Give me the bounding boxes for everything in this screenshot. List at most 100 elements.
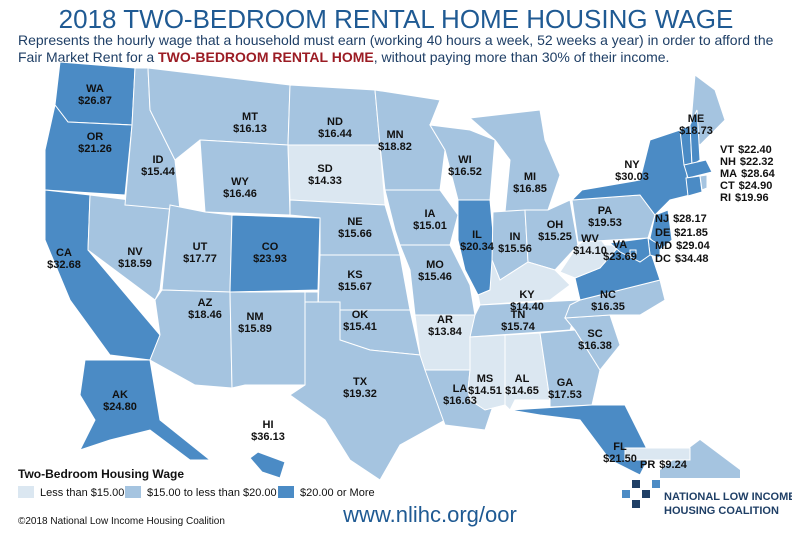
state-value: $16.85	[513, 183, 547, 195]
state-label: NH $22.32	[720, 156, 774, 168]
state-name: ID	[153, 154, 164, 166]
state-name: ME	[688, 113, 705, 125]
state-value: $21.50	[603, 453, 637, 465]
legend-swatch	[125, 486, 141, 498]
state-name: NC	[600, 289, 616, 301]
state-value: $24.90	[739, 180, 773, 192]
state	[249, 451, 286, 479]
state-name: PA	[598, 205, 613, 217]
state-value: $20.34	[460, 241, 495, 253]
state-value: $16.13	[233, 123, 267, 135]
state-name: CA	[56, 247, 72, 259]
logo-house	[660, 440, 740, 478]
state-value: $15.25	[538, 231, 572, 243]
state-name: NV	[127, 246, 143, 258]
state-value: $23.93	[253, 253, 287, 265]
title: 2018 TWO-BEDROOM RENTAL HOME HOUSING WAG…	[58, 4, 734, 34]
state	[683, 159, 713, 179]
state-value: $18.46	[188, 309, 222, 321]
state-name: MO	[426, 259, 444, 271]
state-name: DC	[655, 253, 671, 265]
state-value: $18.59	[118, 258, 152, 270]
state	[685, 175, 703, 197]
state	[509, 404, 651, 476]
state-name: WY	[231, 176, 249, 188]
state-value: $16.63	[443, 395, 477, 407]
state-value: $14.33	[308, 175, 342, 187]
state-name: PR	[640, 459, 655, 471]
state-value: $36.13	[251, 431, 285, 443]
state-name: VA	[613, 239, 628, 251]
state-value: $28.17	[673, 213, 707, 225]
state-name: TX	[353, 376, 368, 388]
state-value: $23.69	[603, 251, 637, 263]
state-value: $14.40	[510, 301, 544, 313]
state-label: RI $19.96	[720, 192, 769, 204]
subtitle-emphasis: TWO-BEDROOM RENTAL HOME	[158, 49, 374, 65]
copyright: ©2018 National Low Income Housing Coalit…	[18, 516, 225, 527]
state	[689, 109, 701, 166]
state-label: MD $29.04	[655, 240, 711, 252]
state	[469, 299, 581, 338]
state-name: IA	[425, 208, 436, 220]
state-value: $15.44	[141, 166, 176, 178]
state-value: $13.84	[428, 326, 463, 338]
state-name: VT	[720, 144, 734, 156]
state-name: NJ	[655, 213, 669, 225]
logo-square	[622, 490, 630, 498]
state-name: OH	[547, 219, 564, 231]
state	[44, 103, 133, 196]
state	[79, 359, 212, 461]
state-value: $22.32	[740, 156, 774, 168]
state	[624, 447, 691, 461]
state-name: NM	[246, 311, 263, 323]
state-name: HI	[263, 419, 274, 431]
logo-text: NATIONAL LOW INCOME	[664, 491, 792, 503]
state	[564, 279, 666, 319]
state-name: NE	[347, 216, 362, 228]
state-label: DC $34.48	[655, 253, 709, 265]
subtitle: Represents the hourly wage that a househ…	[18, 32, 778, 66]
state-label: VT $22.40	[720, 144, 772, 156]
state	[229, 214, 321, 293]
state-value: $15.74	[501, 321, 536, 333]
legend-title: Two-Bedroom Housing Wage	[18, 467, 184, 481]
state-value: $15.41	[343, 321, 377, 333]
state-name: GA	[557, 377, 574, 389]
state-name: LA	[453, 383, 468, 395]
state-name: WV	[581, 233, 599, 245]
state-value: $16.46	[223, 188, 257, 200]
logo-square	[652, 480, 660, 488]
state	[289, 301, 446, 481]
url[interactable]: www.nlihc.org/oor	[342, 502, 517, 527]
state-name: MS	[477, 373, 494, 385]
state-name: SD	[317, 163, 332, 175]
state-value: $19.96	[735, 192, 769, 204]
state-value: $15.56	[498, 243, 532, 255]
state-name: KS	[347, 269, 362, 281]
state-name: FL	[613, 441, 627, 453]
state-label: MA $28.64	[720, 168, 776, 180]
state	[229, 291, 306, 389]
state-value: $34.48	[675, 253, 709, 265]
logo-square	[632, 500, 640, 508]
logo-icon	[622, 440, 740, 508]
legend-label: Less than $15.00	[40, 487, 124, 499]
states	[44, 61, 726, 481]
state-value: $26.87	[78, 95, 112, 107]
state-value: $17.53	[548, 389, 582, 401]
state-name: AK	[112, 389, 128, 401]
legend-swatch	[278, 486, 294, 498]
state-name: NY	[624, 159, 640, 171]
state-label: PR $9.24	[640, 459, 688, 471]
state-value: $15.01	[413, 220, 447, 232]
logo-square	[632, 480, 640, 488]
state-value: $21.26	[78, 143, 112, 155]
state	[649, 209, 673, 251]
state-name: RI	[720, 192, 731, 204]
legend-label: $15.00 to less than $20.00	[147, 487, 277, 499]
state-name: UT	[193, 241, 208, 253]
state-name: AL	[515, 373, 530, 385]
state-name: MA	[720, 168, 737, 180]
